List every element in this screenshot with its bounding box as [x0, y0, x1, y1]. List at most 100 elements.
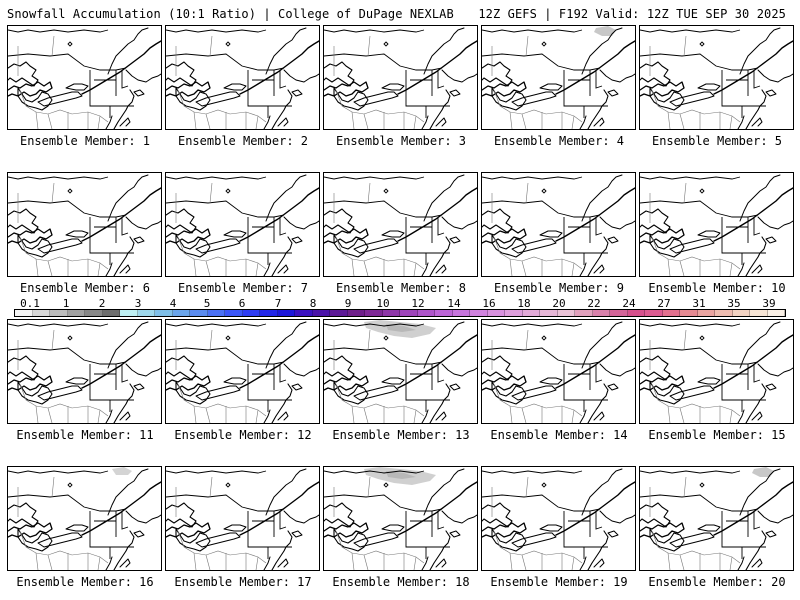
northeast-us-map — [8, 321, 161, 423]
ensemble-member-label: Ensemble Member: 5 — [651, 134, 783, 148]
ensemble-member-label: Ensemble Member: 19 — [490, 575, 628, 589]
colorbar-swatch — [767, 310, 785, 316]
ensemble-member-map — [7, 172, 162, 277]
colorbar-tick-label: 2 — [98, 297, 106, 310]
ensemble-member-map — [481, 319, 636, 424]
colorbar-swatch — [697, 310, 715, 316]
colorbar-swatch — [365, 310, 383, 316]
colorbar-swatch — [505, 310, 523, 316]
colorbar-swatch — [102, 310, 120, 316]
northeast-us-map — [324, 27, 477, 129]
ensemble-member-map — [639, 319, 794, 424]
colorbar-swatch — [645, 310, 663, 316]
colorbar-swatch — [452, 310, 470, 316]
colorbar-tick-label: 39 — [762, 297, 776, 310]
colorbar-tick-label: 4 — [169, 297, 177, 310]
ensemble-member-label: Ensemble Member: 1 — [19, 134, 151, 148]
ensemble-member-map — [165, 25, 320, 130]
ensemble-member-label: Ensemble Member: 8 — [335, 281, 467, 295]
colorbar-tick-label: 27 — [657, 297, 671, 310]
colorbar-swatch — [172, 310, 190, 316]
ensemble-member-map — [165, 319, 320, 424]
colorbar-swatch — [242, 310, 260, 316]
ensemble-member-label: Ensemble Member: 4 — [493, 134, 625, 148]
ensemble-member-map — [323, 25, 478, 130]
colorbar-swatch — [750, 310, 768, 316]
colorbar — [14, 309, 786, 317]
ensemble-member-label: Ensemble Member: 9 — [493, 281, 625, 295]
colorbar-swatch — [540, 310, 558, 316]
colorbar-tick-label: 24 — [622, 297, 636, 310]
colorbar-swatch — [715, 310, 733, 316]
colorbar-swatch — [330, 310, 348, 316]
colorbar-swatch — [627, 310, 645, 316]
northeast-us-map — [324, 320, 477, 423]
colorbar-swatch — [610, 310, 628, 316]
colorbar-swatch — [137, 310, 155, 316]
colorbar-swatch — [470, 310, 488, 316]
colorbar-tick-label: 9 — [344, 297, 352, 310]
northeast-us-map — [640, 467, 793, 570]
ensemble-member-map — [481, 466, 636, 571]
colorbar-tick-label: 18 — [517, 297, 531, 310]
northeast-us-map — [324, 467, 477, 570]
northeast-us-map — [166, 27, 319, 129]
colorbar-swatch — [732, 310, 750, 316]
colorbar-swatch — [487, 310, 505, 316]
ensemble-member-label: Ensemble Member: 10 — [648, 281, 786, 295]
colorbar-swatch — [120, 310, 138, 316]
northeast-us-map — [324, 174, 477, 276]
colorbar-swatch — [67, 310, 85, 316]
northeast-us-map — [166, 321, 319, 423]
ensemble-member-label: Ensemble Member: 6 — [19, 281, 151, 295]
northeast-us-map — [640, 174, 793, 276]
ensemble-member-map — [323, 172, 478, 277]
colorbar-swatch — [50, 310, 68, 316]
ensemble-member-map — [7, 319, 162, 424]
colorbar-tick-label: 1 — [62, 297, 70, 310]
ensemble-member-map — [639, 466, 794, 571]
colorbar-swatch — [592, 310, 610, 316]
colorbar-swatch — [435, 310, 453, 316]
ensemble-member-label: Ensemble Member: 7 — [177, 281, 309, 295]
header-valid-time: 12Z GEFS | F192 Valid: 12Z TUE SEP 30 20… — [478, 7, 786, 21]
northeast-us-map — [482, 321, 635, 423]
ensemble-member-label: Ensemble Member: 15 — [648, 428, 786, 442]
ensemble-member-map — [639, 172, 794, 277]
colorbar-swatch — [557, 310, 575, 316]
colorbar-swatch — [662, 310, 680, 316]
ensemble-member-label: Ensemble Member: 11 — [16, 428, 154, 442]
ensemble-member-map — [481, 172, 636, 277]
colorbar-swatch — [155, 310, 173, 316]
colorbar-swatch — [260, 310, 278, 316]
ensemble-member-map — [165, 172, 320, 277]
ensemble-member-label: Ensemble Member: 20 — [648, 575, 786, 589]
northeast-us-map — [8, 27, 161, 129]
colorbar-tick-label: 31 — [692, 297, 706, 310]
ensemble-member-map — [323, 466, 478, 571]
colorbar-tick-label: 3 — [134, 297, 142, 310]
colorbar-swatch — [347, 310, 365, 316]
ensemble-member-map — [323, 319, 478, 424]
ensemble-member-map — [481, 25, 636, 130]
colorbar-tick-label: 6 — [238, 297, 246, 310]
colorbar-tick-label: 22 — [587, 297, 601, 310]
northeast-us-map — [482, 468, 635, 570]
northeast-us-map — [640, 321, 793, 423]
colorbar-swatch — [225, 310, 243, 316]
ensemble-member-map — [165, 466, 320, 571]
colorbar-tick-label: 12 — [411, 297, 425, 310]
colorbar-tick-label: 20 — [552, 297, 566, 310]
colorbar-swatch — [382, 310, 400, 316]
ensemble-member-label: Ensemble Member: 18 — [332, 575, 470, 589]
northeast-us-map — [482, 26, 635, 129]
northeast-us-map — [166, 468, 319, 570]
colorbar-swatch — [32, 310, 50, 316]
colorbar-swatch — [417, 310, 435, 316]
colorbar-tick-label: 14 — [447, 297, 461, 310]
header-title: Snowfall Accumulation (10:1 Ratio) | Col… — [7, 7, 454, 21]
ensemble-member-map — [7, 466, 162, 571]
northeast-us-map — [8, 467, 161, 570]
colorbar-tick-label: 35 — [727, 297, 741, 310]
colorbar-swatch — [400, 310, 418, 316]
